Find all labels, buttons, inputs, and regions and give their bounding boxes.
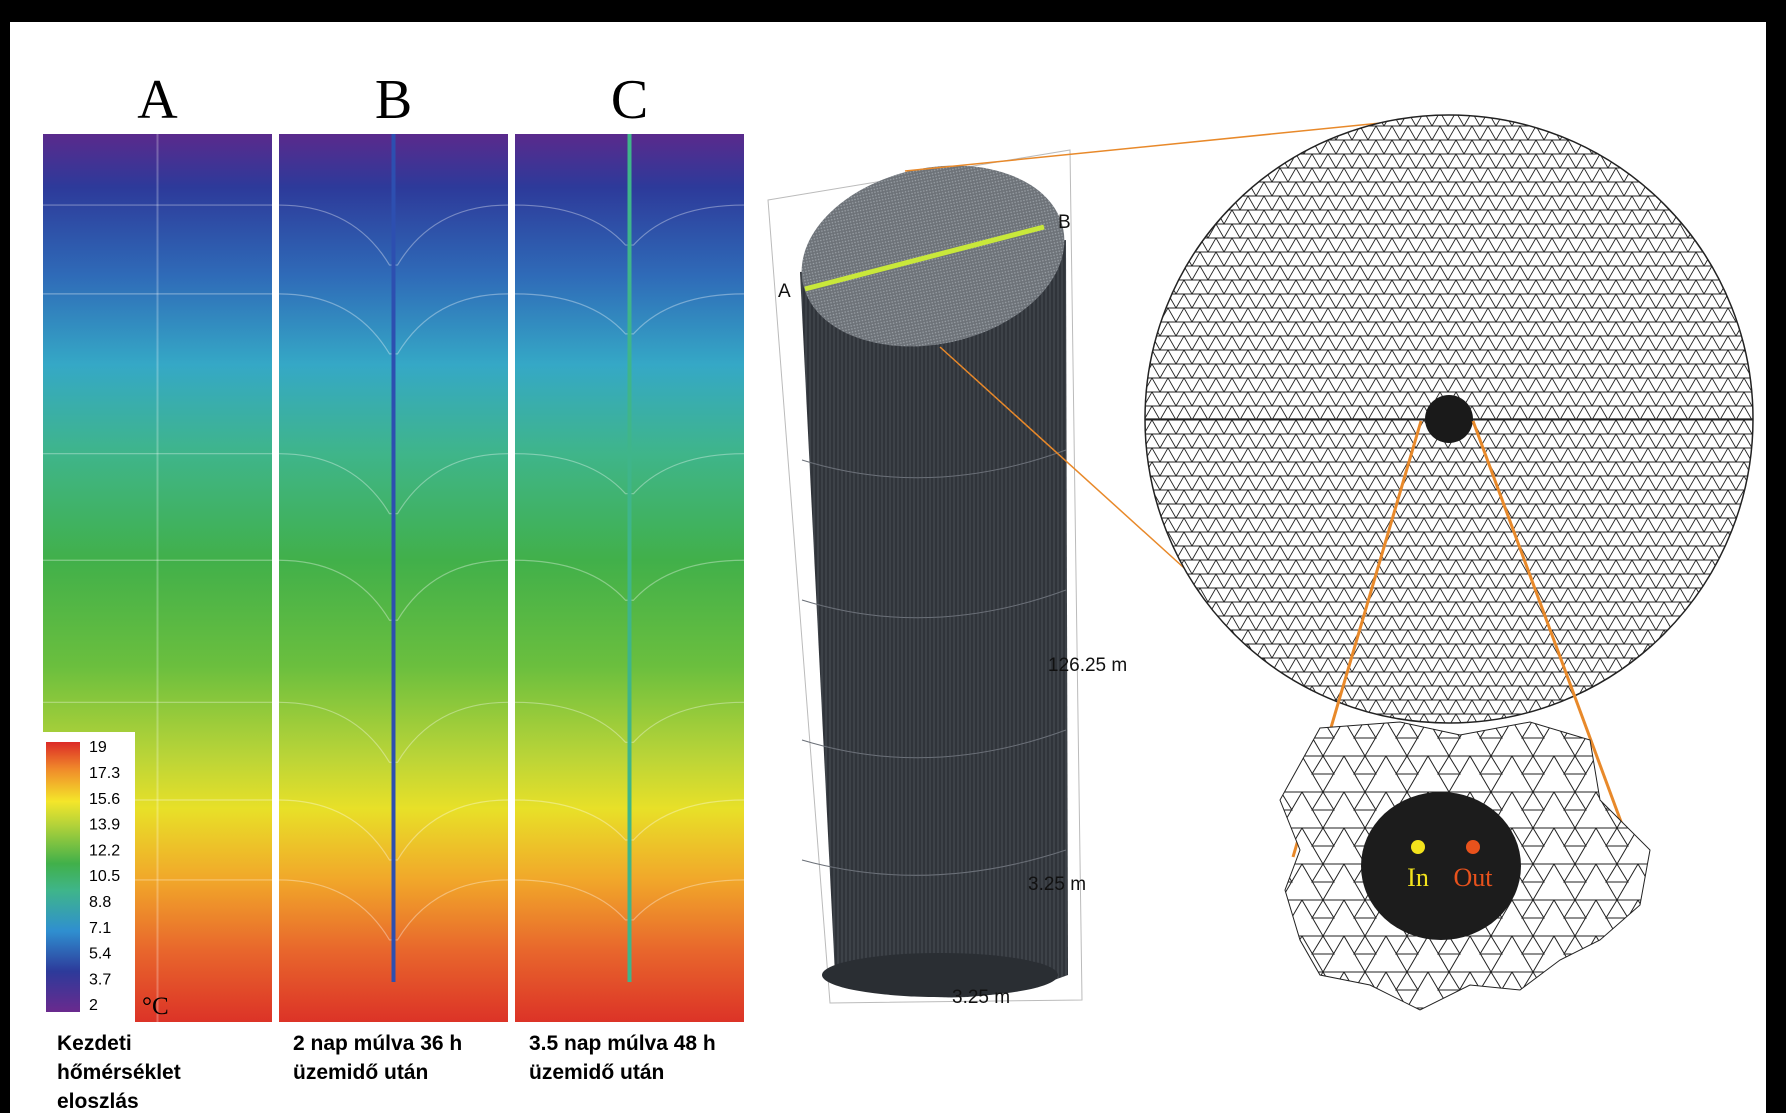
section-end-a: A — [778, 281, 791, 302]
colorbar-tick-label: 19 — [89, 739, 107, 756]
frame — [1766, 0, 1786, 1113]
zoom-center — [1361, 792, 1521, 940]
colorbar-tick-label: 3.7 — [89, 971, 111, 988]
colorbar-tick-label: 5.4 — [89, 946, 111, 963]
colorbar-tick-label: 8.8 — [89, 894, 111, 911]
panel-letter: A — [137, 69, 178, 131]
frame — [0, 0, 10, 1113]
panel-caption: üzemidő után — [293, 1061, 428, 1084]
panel-caption: üzemidő után — [529, 1061, 664, 1084]
colorbar-tick-label: 17.3 — [89, 765, 120, 782]
colorbar-tick-label: 13.9 — [89, 817, 120, 834]
mesh-center — [1425, 395, 1473, 443]
colorbar-tick-label: 2 — [89, 997, 98, 1014]
panel-caption: 3.5 nap múlva 48 h — [529, 1032, 716, 1055]
inlet-marker — [1411, 840, 1425, 854]
panel-caption: 2 nap múlva 36 h — [293, 1032, 462, 1055]
panel-caption: eloszlás — [57, 1090, 139, 1113]
panel-caption: hőmérséklet — [57, 1061, 181, 1084]
figure: A Kezdeti hőmérséklet eloszlás B 2 nap múlva … — [0, 0, 1786, 1113]
colorbar-tick-label: 12.2 — [89, 842, 120, 859]
colorbar-tick-label: 7.1 — [89, 920, 111, 937]
colorbar-unit: °C — [142, 993, 169, 1020]
width-label: 3.25 m — [1028, 874, 1086, 895]
colorbar-tick-label: 15.6 — [89, 791, 120, 808]
frame — [0, 0, 1786, 22]
depth-label: 3.25 m — [952, 987, 1010, 1008]
panel-caption: Kezdeti — [57, 1032, 132, 1055]
colorbar-tick-label: 10.5 — [89, 868, 120, 885]
colorbar — [46, 742, 80, 1012]
cross-section-mesh: In Out — [1145, 115, 1753, 1010]
height-label: 126.25 m — [1048, 655, 1127, 676]
panel-letter: C — [611, 69, 648, 131]
temperature-panels: A Kezdeti hőmérséklet eloszlás B 2 nap múlva … — [43, 69, 744, 1113]
inlet-label: In — [1407, 863, 1429, 892]
panel-letter: B — [375, 69, 412, 131]
outlet-label: Out — [1454, 863, 1494, 892]
outlet-marker — [1466, 840, 1480, 854]
cylinder-bottom — [822, 953, 1058, 997]
section-end-b: B — [1058, 212, 1071, 233]
